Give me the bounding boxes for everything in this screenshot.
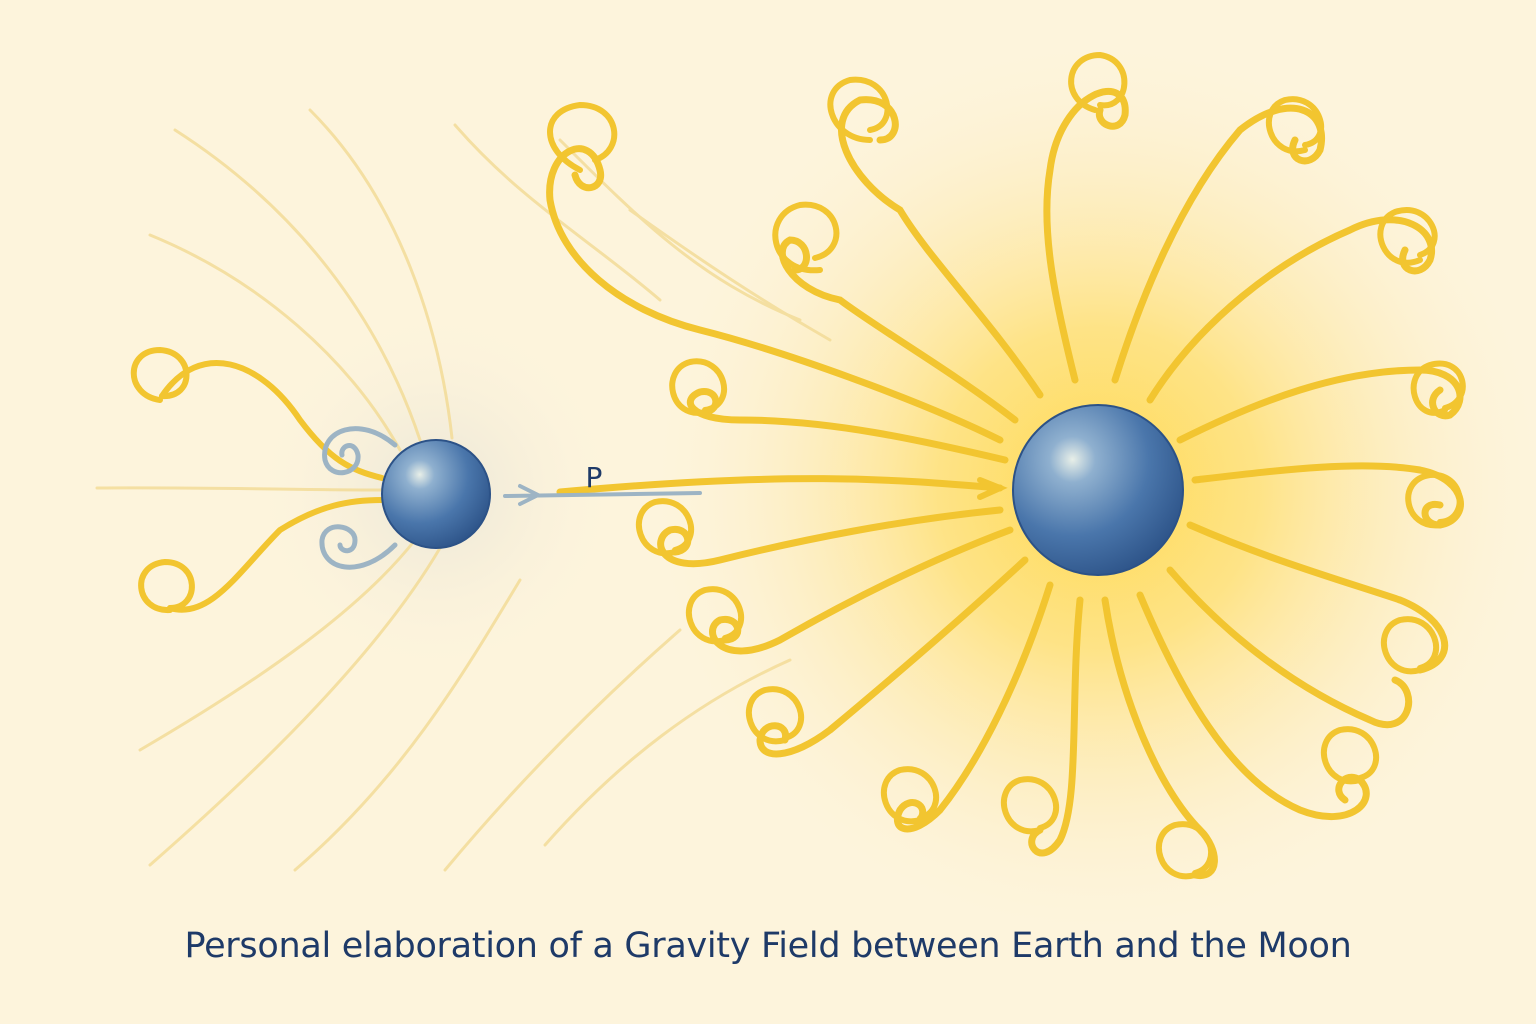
point-label-p: P xyxy=(586,461,603,494)
field-spirals xyxy=(130,51,1466,880)
attraction-arrow xyxy=(503,477,1008,506)
moon-sphere xyxy=(381,439,491,549)
figure-caption: Personal elaboration of a Gravity Field … xyxy=(184,926,1352,966)
faint-field-lines xyxy=(95,108,832,872)
earth-sphere xyxy=(1012,404,1184,576)
moon-swirls xyxy=(319,426,398,570)
